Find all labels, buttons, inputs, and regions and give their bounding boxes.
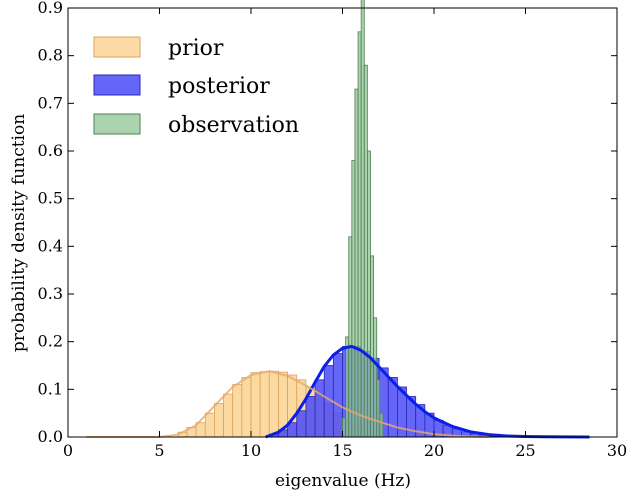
bar-prior (250, 372, 261, 438)
bar-observation (357, 31, 362, 438)
bar-observation (363, 64, 368, 438)
y-tick-label: 0.2 (38, 332, 63, 351)
legend-label-prior: prior (168, 36, 224, 61)
x-tick-label: 20 (424, 441, 444, 460)
x-tick-label: 10 (241, 441, 261, 460)
y-tick-label: 0.5 (38, 189, 63, 208)
legend-swatch-observation (93, 113, 141, 135)
bar-observation (376, 379, 381, 438)
bar-observation (348, 236, 353, 438)
y-tick-label: 0.8 (38, 46, 63, 65)
bar-prior (232, 384, 243, 438)
y-tick-label: 0.7 (38, 93, 63, 112)
bar-observation (379, 412, 384, 438)
y-tick-label: 0.0 (38, 427, 63, 446)
bar-posterior (296, 410, 307, 438)
legend-label-posterior: posterior (168, 74, 270, 99)
bar-prior (204, 412, 215, 438)
x-tick-label: 5 (154, 441, 164, 460)
bar-observation (354, 88, 359, 438)
bar-posterior (314, 379, 325, 438)
bar-posterior (305, 396, 316, 438)
legend-label-observation: observation (168, 113, 299, 138)
bar-observation (366, 150, 371, 438)
series-observation (342, 0, 384, 438)
x-tick-label: 15 (332, 441, 352, 460)
prior-density-line (86, 370, 489, 438)
bar-prior (223, 393, 234, 438)
bar-observation (370, 255, 375, 438)
bar-posterior (332, 353, 343, 438)
x-tick-label: 0 (63, 441, 73, 460)
y-axis-label: probability density function (9, 114, 29, 352)
x-tick-label: 25 (515, 441, 535, 460)
axis-layer: 0 5 10 15 20 25 30 0.0 0.1 0.2 0.3 0.4 0.5 0.6 0.7 0.8 0… (38, 0, 628, 460)
legend-swatch-prior (93, 36, 141, 58)
plot-layer (86, 0, 590, 439)
bar-prior (241, 377, 252, 438)
bar-observation (360, 0, 365, 438)
x-axis-label: eigenvalue (Hz) (275, 471, 411, 491)
bar-prior (268, 370, 279, 438)
x-tick-label: 30 (607, 441, 627, 460)
y-tick-label: 0.3 (38, 284, 63, 303)
posterior-density-line (265, 344, 590, 439)
bar-prior (213, 403, 224, 438)
bar-observation (345, 336, 350, 438)
y-tick-label: 0.1 (38, 379, 63, 398)
bar-observation (351, 160, 356, 438)
y-tick-label: 0.9 (38, 0, 63, 17)
legend-swatch-posterior (93, 74, 141, 96)
y-tick-label: 0.4 (38, 236, 63, 255)
y-tick-label: 0.6 (38, 141, 63, 160)
bar-prior (259, 371, 270, 438)
legend: prior posterior observation (93, 36, 299, 138)
